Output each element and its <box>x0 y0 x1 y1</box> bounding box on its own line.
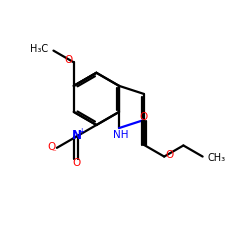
Text: CH₃: CH₃ <box>207 153 225 163</box>
Text: O: O <box>72 158 80 168</box>
Text: O: O <box>47 142 56 152</box>
Text: O: O <box>140 112 148 122</box>
Text: ⁻: ⁻ <box>52 148 56 157</box>
Text: N: N <box>72 129 82 142</box>
Text: +: + <box>78 127 85 136</box>
Text: O: O <box>65 55 73 65</box>
Text: O: O <box>166 150 174 160</box>
Text: NH: NH <box>112 130 128 140</box>
Text: H₃C: H₃C <box>30 44 48 54</box>
